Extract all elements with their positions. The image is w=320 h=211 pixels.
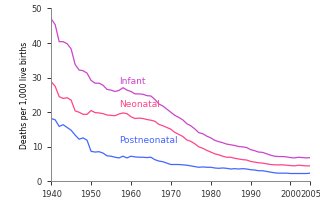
Text: Neonatal: Neonatal <box>119 100 160 109</box>
Text: Postneonatal: Postneonatal <box>119 136 178 145</box>
Y-axis label: Deaths per 1,000 live births: Deaths per 1,000 live births <box>20 41 29 149</box>
Text: Infant: Infant <box>119 77 146 86</box>
